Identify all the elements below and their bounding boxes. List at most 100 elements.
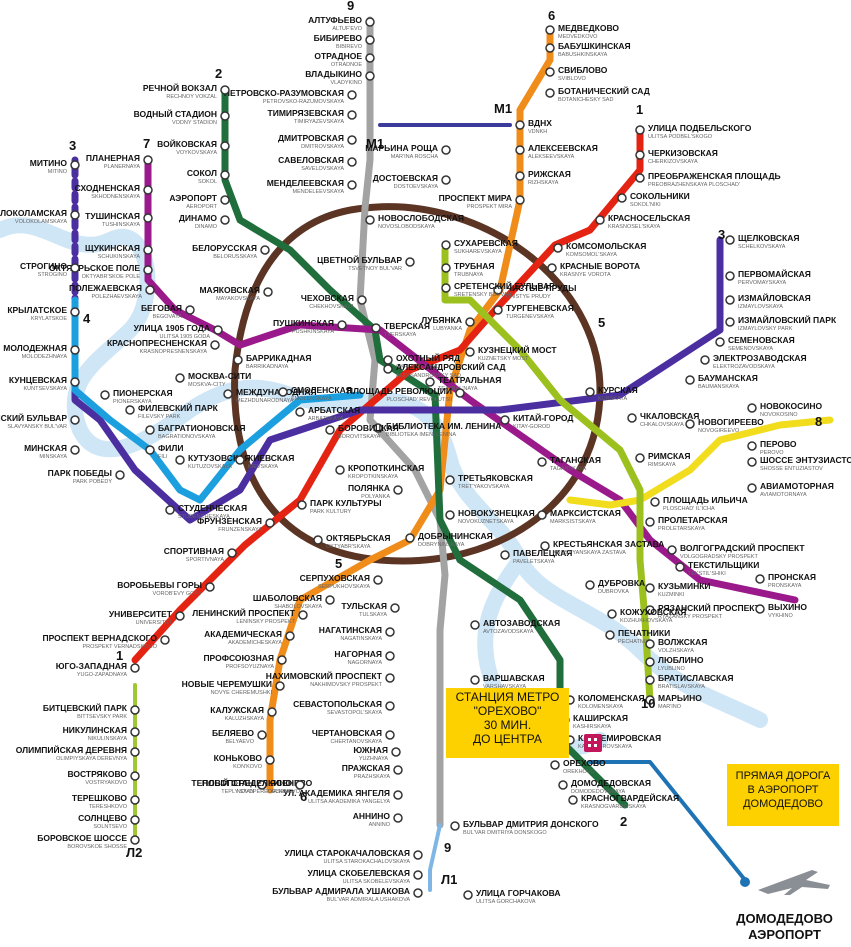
station-marker[interactable] (297, 500, 307, 510)
station-marker[interactable] (595, 215, 605, 225)
station-marker[interactable] (210, 340, 220, 350)
station-marker[interactable] (70, 377, 80, 387)
station-marker[interactable] (347, 180, 357, 190)
station-marker[interactable] (627, 413, 637, 423)
station-marker[interactable] (347, 110, 357, 120)
station-marker[interactable] (125, 405, 135, 415)
station-marker[interactable] (115, 470, 125, 480)
station-marker[interactable] (393, 813, 403, 823)
station-marker[interactable] (383, 364, 393, 374)
station-marker[interactable] (130, 835, 140, 845)
station-marker[interactable] (465, 347, 475, 357)
station-marker[interactable] (540, 541, 550, 551)
station-marker[interactable] (515, 145, 525, 155)
station-marker[interactable] (441, 145, 451, 155)
station-marker[interactable] (130, 747, 140, 757)
station-marker[interactable] (383, 355, 393, 365)
station-marker[interactable] (385, 627, 395, 637)
station-marker[interactable] (515, 195, 525, 205)
station-marker[interactable] (558, 780, 568, 790)
station-marker[interactable] (445, 510, 455, 520)
station-marker[interactable] (645, 639, 655, 649)
station-marker[interactable] (445, 475, 455, 485)
station-marker[interactable] (365, 71, 375, 81)
station-marker[interactable] (278, 387, 288, 397)
station-marker[interactable] (220, 170, 230, 180)
station-marker[interactable] (347, 90, 357, 100)
station-marker[interactable] (100, 390, 110, 400)
station-marker[interactable] (450, 821, 460, 831)
station-marker[interactable] (617, 193, 627, 203)
station-marker[interactable] (175, 373, 185, 383)
station-marker[interactable] (607, 609, 617, 619)
station[interactable]: ПЕТРОВСКО-РАЗУМОВСКАЯPETROVSKO-RAZUMOVSK… (224, 88, 357, 105)
station-marker[interactable] (553, 243, 563, 253)
station-marker[interactable] (373, 423, 383, 433)
station-marker[interactable] (390, 603, 400, 613)
station-marker[interactable] (645, 675, 655, 685)
station-marker[interactable] (325, 595, 335, 605)
station-marker[interactable] (645, 605, 655, 615)
station-marker[interactable] (70, 445, 80, 455)
station-marker[interactable] (227, 548, 237, 558)
station-marker[interactable] (205, 582, 215, 592)
station-marker[interactable] (465, 317, 475, 327)
station-marker[interactable] (267, 707, 277, 717)
station-marker[interactable] (747, 483, 757, 493)
station-marker[interactable] (365, 53, 375, 63)
station-marker[interactable] (175, 611, 185, 621)
station-marker[interactable] (635, 150, 645, 160)
station-marker[interactable] (755, 604, 765, 614)
station-marker[interactable] (500, 550, 510, 560)
station-marker[interactable] (463, 890, 473, 900)
station-marker[interactable] (145, 285, 155, 295)
